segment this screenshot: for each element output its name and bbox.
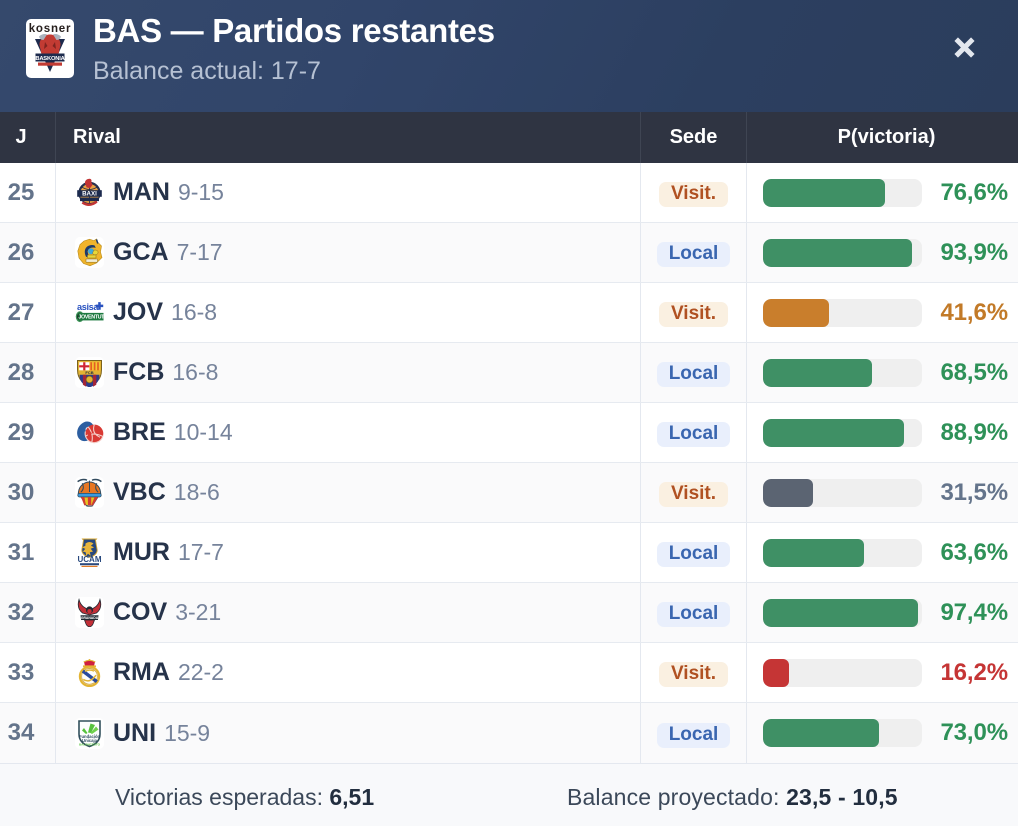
svg-text:Fundación: Fundación [79,734,101,739]
svg-text:kosner: kosner [29,23,72,35]
svg-text:GRANADA: GRANADA [81,616,99,620]
svg-text:asisa: asisa [77,302,99,312]
svg-text:Unicaja: Unicaja [82,738,98,743]
svg-text:UCAM: UCAM [78,555,102,564]
svg-text:FCB: FCB [85,370,93,375]
svg-text:BALONCESTO: BALONCESTO [79,742,101,746]
svg-text:BAXI: BAXI [82,191,97,198]
svg-text:JOVENTUT: JOVENTUT [78,315,104,321]
svg-text:BASKONIA: BASKONIA [35,56,65,62]
